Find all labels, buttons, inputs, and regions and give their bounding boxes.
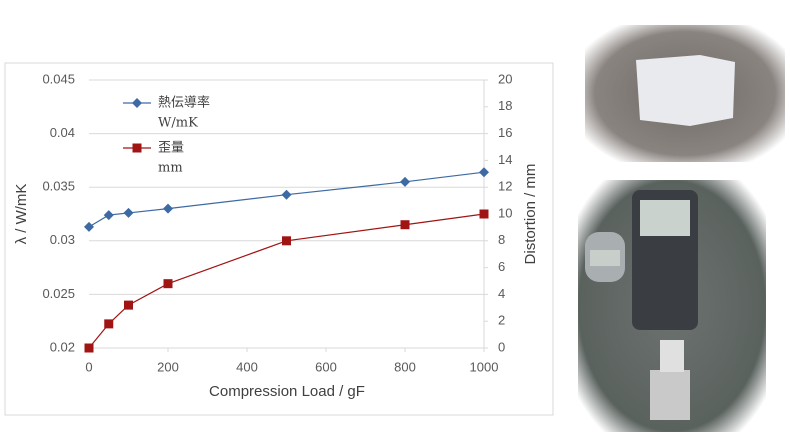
point (400, 220, 410, 230)
chart: Compression Load / gF λ / W/mK Distortio… (13, 71, 539, 400)
y2-tick-label: 6 (498, 259, 505, 274)
point (479, 167, 489, 178)
point (123, 207, 134, 218)
y2-tick-label: 2 (498, 313, 505, 328)
x-axis-title: Compression Load / gF (209, 383, 365, 400)
photo-gauge (578, 180, 766, 432)
y2-tick-label: 4 (498, 286, 505, 301)
y-tick-label: 0.025 (42, 286, 75, 301)
photo-sample (585, 25, 785, 162)
x-tick-label: 600 (315, 359, 337, 374)
legend-label: 熱伝導率 (158, 95, 210, 111)
y-tick-label: 0.02 (50, 339, 75, 354)
point (84, 343, 94, 353)
y2-tick-label: 8 (498, 232, 505, 247)
point (124, 300, 133, 310)
legend-marker (132, 143, 142, 153)
y2-tick-label: 10 (498, 205, 512, 220)
y2-tick-label: 20 (498, 71, 512, 86)
x-tick-label: 0 (85, 359, 92, 374)
x-tick-label: 400 (236, 359, 258, 374)
x-tick-label: 800 (394, 359, 416, 374)
point (281, 189, 292, 200)
legend-unit: W/mK (158, 116, 198, 131)
y-axis-title: λ / W/mK (13, 184, 30, 245)
point (104, 319, 114, 329)
point (103, 210, 114, 221)
point (163, 279, 173, 289)
y2-tick-label: 14 (498, 152, 512, 167)
y-tick-label: 0.045 (42, 71, 75, 86)
point (479, 209, 489, 219)
y2-axis-title: Distortion / mm (522, 164, 539, 265)
y2-tick-label: 12 (498, 179, 512, 194)
y2-tick-label: 16 (498, 125, 512, 140)
legend-unit: mm (158, 161, 183, 176)
chart-frame (4, 62, 554, 416)
point (400, 176, 410, 187)
y2-tick-label: 0 (498, 339, 505, 354)
y-tick-label: 0.03 (50, 232, 75, 247)
point (163, 203, 173, 214)
y-tick-label: 0.035 (42, 179, 75, 194)
legend-marker (132, 98, 142, 108)
y-tick-label: 0.04 (50, 125, 75, 140)
x-tick-label: 200 (157, 359, 179, 374)
y2-tick-label: 18 (498, 98, 512, 113)
legend-label: 歪量 (158, 141, 184, 156)
point (84, 221, 94, 232)
point (282, 236, 291, 246)
x-tick-label: 1000 (470, 359, 499, 374)
